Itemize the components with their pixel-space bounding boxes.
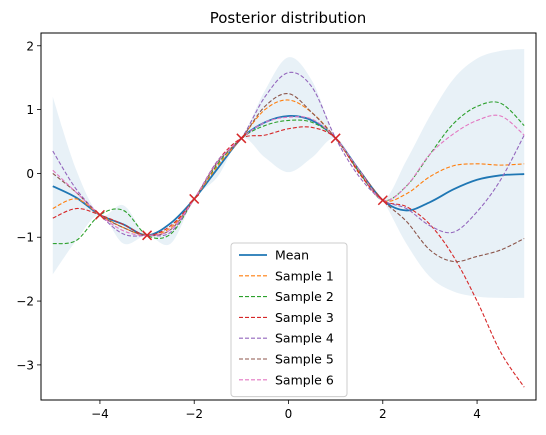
uncertainty-band-layer	[52, 48, 525, 298]
observation-point	[94, 209, 105, 220]
legend-label-sample-6: Sample 6	[275, 372, 334, 387]
legend-box	[230, 242, 348, 398]
series-line-sample-1	[52, 99, 525, 236]
legend: Mean Sample 1 Sample 2 Sample 3 Sample 4 Samp…	[230, 242, 348, 398]
x-tick-label: −4	[91, 407, 109, 421]
x-tick-label: 4	[473, 407, 481, 421]
observation-point	[189, 193, 200, 204]
observation-point	[377, 195, 388, 206]
observation-marker-stroke	[142, 230, 153, 241]
legend-label-sample-2: Sample 2	[275, 289, 334, 304]
uncertainty-band	[52, 48, 525, 298]
legend-label-sample-1: Sample 1	[275, 268, 334, 283]
series-line-sample-6	[52, 114, 525, 236]
legend-label-sample-5: Sample 5	[275, 352, 334, 367]
series-line-sample-5	[52, 93, 525, 263]
y-tick-label: 2	[26, 39, 34, 53]
observation-point	[236, 133, 247, 144]
series-line-sample-4	[52, 71, 525, 237]
chart-title: Posterior distribution	[210, 9, 367, 27]
y-tick-label: 1	[26, 103, 34, 117]
y-tick-label: −3	[16, 358, 34, 372]
observation-marker-stroke	[330, 133, 341, 144]
y-tick-label: −2	[16, 295, 34, 309]
observation-point	[330, 133, 341, 144]
series-line-mean	[52, 115, 525, 237]
legend-label-sample-4: Sample 4	[275, 331, 334, 346]
legend-label-mean: Mean	[275, 248, 309, 263]
y-axis: −3 −2 −1 0 1 2	[16, 39, 41, 372]
x-tick-label: 0	[285, 407, 293, 421]
x-axis: −4 −2 0 2 4	[91, 400, 481, 421]
observation-marker-stroke	[236, 133, 247, 144]
y-tick-label: 0	[26, 167, 34, 181]
x-tick-label: 2	[379, 407, 387, 421]
observation-marker-stroke	[189, 193, 200, 204]
observation-point	[142, 230, 153, 241]
observation-marker-stroke	[94, 209, 105, 220]
series-line-sample-3	[52, 126, 525, 388]
series-layer	[52, 71, 525, 388]
series-line-sample-2	[52, 101, 525, 245]
x-tick-label: −2	[185, 407, 203, 421]
observation-layer	[94, 133, 388, 241]
legend-label-sample-3: Sample 3	[275, 310, 334, 325]
observation-marker-stroke	[377, 195, 388, 206]
y-tick-label: −1	[16, 231, 34, 245]
